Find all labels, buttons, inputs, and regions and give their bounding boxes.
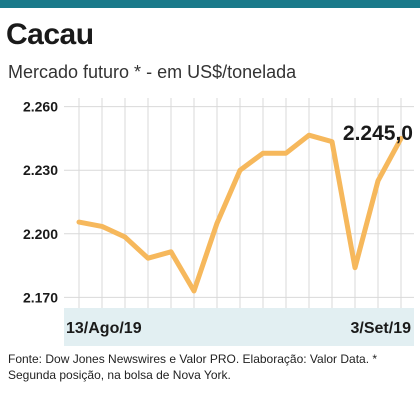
last-value-label: 2.245,0 [343, 122, 413, 145]
x-tick-label: 13/Ago/19 [66, 320, 142, 337]
source-note: Fonte: Dow Jones Newswires e Valor PRO. … [8, 352, 378, 382]
y-axis: 2.260 2.230 2.200 2.170 [23, 99, 58, 306]
x-axis: 13/Ago/19 3/Set/19 [66, 320, 411, 337]
chart-title: Cacau [6, 18, 94, 51]
y-tick-label: 2.260 [23, 99, 58, 115]
x-axis-band [64, 308, 414, 346]
chart-subtitle: Mercado futuro * - em US$/tonelada [8, 62, 297, 82]
series-line [76, 132, 404, 294]
line-chart: 2.260 2.230 2.200 2.170 13/Ago/19 3/Set/19 2… [23, 98, 414, 346]
x-tick-label: 3/Set/19 [351, 320, 412, 337]
y-tick-label: 2.170 [23, 289, 58, 305]
y-tick-label: 2.200 [23, 226, 58, 242]
header-accent-bar [0, 0, 420, 8]
y-tick-label: 2.230 [23, 162, 58, 178]
